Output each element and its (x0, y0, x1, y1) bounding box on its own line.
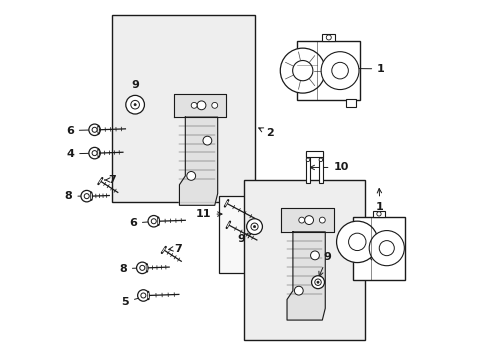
Circle shape (311, 276, 324, 289)
Bar (318, 152, 323, 183)
Circle shape (148, 216, 159, 227)
Circle shape (304, 216, 313, 225)
Circle shape (89, 124, 100, 135)
Circle shape (292, 60, 312, 81)
Circle shape (81, 190, 92, 202)
Circle shape (379, 240, 393, 256)
Circle shape (348, 233, 365, 251)
Circle shape (203, 136, 211, 145)
Circle shape (197, 101, 205, 110)
Bar (372, 211, 384, 217)
Circle shape (336, 221, 377, 262)
Bar (219, 196, 278, 273)
Text: 7: 7 (174, 244, 182, 254)
Text: 9: 9 (237, 234, 250, 244)
Bar (322, 34, 334, 41)
Circle shape (84, 194, 89, 199)
Text: 8: 8 (119, 264, 143, 274)
Text: 10: 10 (309, 162, 348, 172)
Text: 6: 6 (129, 218, 154, 228)
Text: 6: 6 (66, 126, 95, 135)
Circle shape (298, 217, 304, 223)
Circle shape (305, 158, 309, 162)
Text: 11: 11 (196, 209, 222, 219)
Circle shape (325, 35, 330, 40)
Bar (112, 15, 255, 202)
Circle shape (294, 286, 303, 295)
Circle shape (331, 62, 347, 79)
Circle shape (137, 290, 149, 301)
Circle shape (89, 147, 100, 159)
Text: 2: 2 (258, 128, 273, 138)
Polygon shape (281, 208, 333, 232)
Circle shape (92, 150, 97, 156)
Polygon shape (173, 94, 226, 117)
Text: 1: 1 (318, 64, 384, 74)
Text: 3: 3 (367, 256, 384, 266)
Circle shape (246, 219, 262, 234)
Circle shape (186, 171, 195, 180)
Circle shape (151, 219, 156, 224)
Circle shape (134, 104, 136, 106)
Circle shape (141, 293, 145, 298)
Bar (352, 217, 404, 279)
Circle shape (319, 217, 325, 223)
Polygon shape (179, 117, 217, 205)
Text: 4: 4 (66, 149, 95, 159)
Circle shape (310, 251, 319, 260)
Circle shape (368, 230, 404, 266)
Circle shape (131, 100, 139, 109)
Circle shape (191, 102, 197, 108)
Circle shape (250, 223, 258, 230)
Text: 7: 7 (108, 175, 116, 185)
Bar (305, 151, 323, 157)
Text: 9: 9 (318, 252, 330, 276)
Circle shape (136, 262, 148, 274)
Circle shape (319, 158, 322, 162)
Text: 1: 1 (375, 189, 383, 212)
Circle shape (280, 48, 325, 93)
Bar (244, 180, 364, 339)
Circle shape (316, 281, 319, 283)
Circle shape (314, 279, 321, 285)
Circle shape (253, 226, 255, 228)
Polygon shape (286, 232, 325, 320)
Circle shape (125, 95, 144, 114)
Bar (305, 152, 309, 183)
Circle shape (92, 127, 97, 132)
Text: 9: 9 (131, 80, 139, 108)
Circle shape (140, 265, 144, 270)
Circle shape (321, 52, 358, 90)
Text: 8: 8 (64, 191, 87, 201)
Circle shape (376, 212, 380, 216)
Text: 5: 5 (121, 296, 144, 307)
Bar (297, 41, 360, 100)
Bar (346, 99, 356, 107)
Circle shape (211, 102, 217, 108)
